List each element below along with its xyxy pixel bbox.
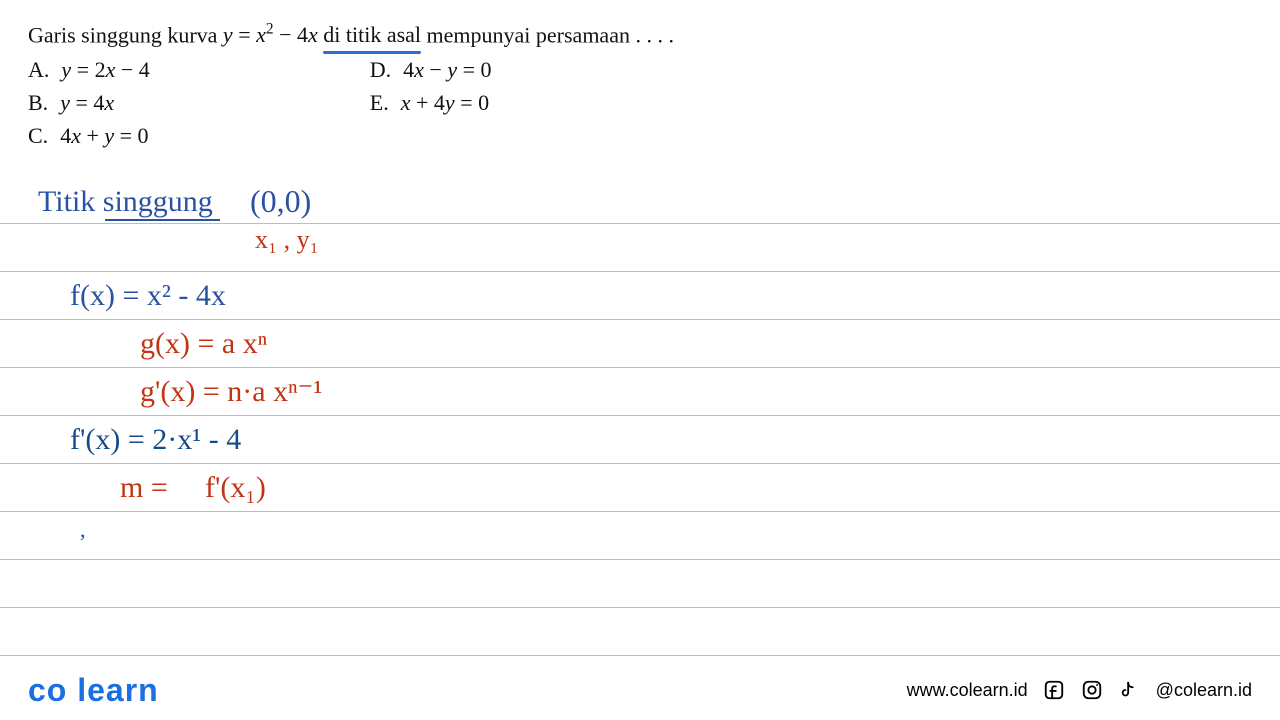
hand-underline: [105, 219, 220, 221]
option-key: E.: [370, 86, 389, 119]
option-value: 4x + y = 0: [60, 119, 148, 152]
notebook-line: [0, 415, 1280, 416]
option-key: A.: [28, 53, 49, 86]
notebook-lines: [0, 175, 1280, 660]
handwriting-text: g(x) = a xⁿ: [140, 329, 267, 359]
notebook-line: [0, 223, 1280, 224]
option-value: x + 4y = 0: [401, 86, 489, 119]
question-line: Garis singgung kurva y = x2 − 4x di titi…: [28, 18, 1252, 51]
handwriting-text: ,: [80, 519, 86, 541]
q-prefix: Garis singgung kurva: [28, 22, 223, 47]
facebook-icon: [1042, 678, 1066, 702]
brand-left: co: [28, 672, 67, 708]
option-row: A. y = 2x − 4: [28, 53, 150, 86]
q-underlined: di titik asal: [323, 18, 421, 51]
footer: co learn www.colearn.id @colearn.id: [0, 660, 1280, 720]
q-suffix: mempunyai persamaan . . . .: [427, 22, 674, 47]
handwriting-text: f(x) = x² - 4x: [70, 281, 226, 311]
option-row: E. x + 4y = 0: [370, 86, 492, 119]
option-key: B.: [28, 86, 48, 119]
notebook-line: [0, 271, 1280, 272]
notebook-line: [0, 511, 1280, 512]
notebook-line: [0, 655, 1280, 656]
q-equation: y = x2 − 4x: [223, 22, 318, 47]
handwriting-text: (0,0): [250, 185, 311, 217]
handwriting-text: x₁ , y₁: [255, 227, 319, 253]
handwriting-text: f'(x₁): [205, 473, 266, 503]
option-row: C. 4x + y = 0: [28, 119, 150, 152]
notebook-line: [0, 559, 1280, 560]
option-key: C.: [28, 119, 48, 152]
brand-right: learn: [77, 672, 158, 708]
notebook-line: [0, 319, 1280, 320]
option-row: D. 4x − y = 0: [370, 53, 492, 86]
option-value: 4x − y = 0: [403, 53, 491, 86]
notebook-line: [0, 463, 1280, 464]
brand-dot: [67, 672, 77, 708]
footer-right: www.colearn.id @colearn.id: [907, 678, 1252, 702]
option-row: B. y = 4x: [28, 86, 150, 119]
handwriting-text: g'(x) = n·a xⁿ⁻¹: [140, 377, 322, 407]
option-value: y = 2x − 4: [61, 53, 149, 86]
instagram-icon: [1080, 678, 1104, 702]
handwriting-text: m =: [120, 473, 168, 503]
option-key: D.: [370, 53, 391, 86]
brand-logo: co learn: [28, 672, 159, 709]
options: A. y = 2x − 4 B. y = 4x C. 4x + y = 0 D. 4x − …: [28, 53, 1252, 152]
handwriting-text: Titik singgung: [38, 187, 213, 217]
tiktok-icon: [1118, 678, 1142, 702]
notebook-area: Titik singgung (0,0) x₁ , y₁ f(x) = x² - 4x…: [0, 175, 1280, 660]
options-left: A. y = 2x − 4 B. y = 4x C. 4x + y = 0: [28, 53, 150, 152]
notebook-line: [0, 607, 1280, 608]
option-value: y = 4x: [60, 86, 114, 119]
footer-handle: @colearn.id: [1156, 680, 1252, 701]
notebook-line: [0, 367, 1280, 368]
footer-url: www.colearn.id: [907, 680, 1028, 701]
handwriting-text: f'(x) = 2·x¹ - 4: [70, 425, 241, 455]
options-right: D. 4x − y = 0 E. x + 4y = 0: [370, 53, 492, 152]
problem-block: Garis singgung kurva y = x2 − 4x di titi…: [0, 0, 1280, 160]
